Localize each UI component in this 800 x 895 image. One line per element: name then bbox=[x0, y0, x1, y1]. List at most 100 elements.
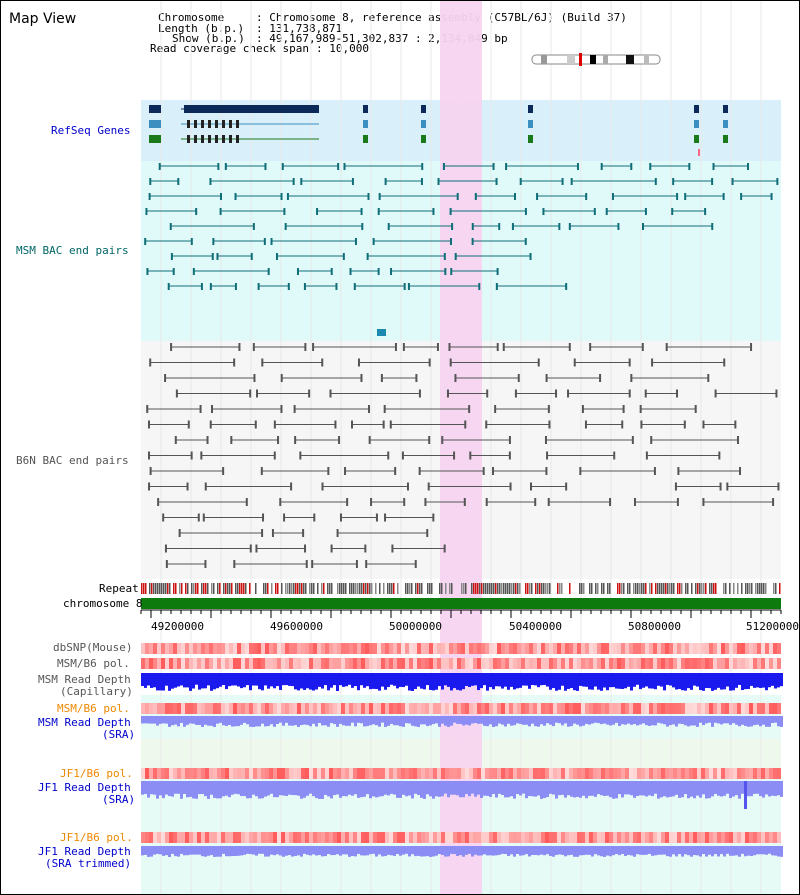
bac-end-mark bbox=[406, 482, 409, 491]
track-label-msm-b6-pol-1[interactable]: MSM/B6 pol. bbox=[57, 657, 130, 670]
pol-track-dbsnp bbox=[381, 643, 385, 654]
bac-end-mark bbox=[568, 223, 571, 230]
track-label-msm-b6-pol-2[interactable]: MSM/B6 pol. bbox=[57, 702, 130, 715]
repeat-mark bbox=[723, 583, 725, 594]
pol-track-msm-1 bbox=[381, 658, 385, 669]
track-label-b6n-bac[interactable]: B6N BAC end pairs bbox=[16, 454, 129, 467]
depth-bar-jf1-sra bbox=[609, 781, 612, 798]
track-label-dbsnp[interactable]: dbSNP(Mouse) bbox=[53, 641, 133, 654]
depth-bar-jf1-trimmed bbox=[516, 846, 519, 854]
highlight-region[interactable] bbox=[440, 1, 482, 894]
bac-end-mark bbox=[312, 343, 315, 351]
pol-track-jf1-1 bbox=[505, 768, 509, 779]
pol-track-msm-1 bbox=[629, 658, 633, 669]
depth-bar-msm-sra bbox=[267, 716, 270, 727]
pol-track-jf1-1 bbox=[517, 768, 521, 779]
depth-bar-jf1-trimmed bbox=[324, 846, 327, 857]
repeat-mark bbox=[481, 583, 483, 594]
repeat-mark bbox=[621, 583, 623, 594]
pol-track-msm-2 bbox=[217, 703, 221, 714]
bac-end-mark bbox=[492, 467, 495, 475]
bac-end-mark bbox=[508, 451, 511, 460]
repeat-mark bbox=[709, 583, 711, 594]
repeat-mark bbox=[285, 583, 287, 594]
bac-end-mark bbox=[177, 178, 180, 185]
depth-bar-jf1-sra bbox=[354, 781, 357, 795]
pol-track-msm-1 bbox=[513, 658, 517, 669]
depth-bar-msm-sra bbox=[246, 716, 249, 725]
depth-bar-msm-capillary bbox=[366, 673, 369, 687]
repeat-mark bbox=[681, 583, 683, 594]
pol-track-dbsnp bbox=[273, 643, 277, 654]
track-label-msm-read-depth-capillary[interactable]: MSM Read Depth bbox=[38, 673, 131, 686]
depth-bar-msm-capillary bbox=[198, 673, 201, 690]
repeat-mark bbox=[471, 583, 473, 594]
pol-track-msm-1 bbox=[329, 658, 333, 669]
depth-bar-msm-sra bbox=[432, 716, 435, 725]
pol-track-jf1-2 bbox=[757, 832, 761, 843]
depth-bar-jf1-sra bbox=[627, 781, 630, 795]
pol-track-msm-1 bbox=[649, 658, 653, 669]
pol-track-msm-2 bbox=[361, 703, 365, 714]
bac-end-mark bbox=[449, 358, 452, 367]
depth-bar-jf1-sra bbox=[729, 781, 732, 799]
repeat-mark bbox=[671, 583, 673, 594]
depth-bar-msm-sra bbox=[381, 716, 384, 723]
bac-end-mark bbox=[387, 223, 390, 230]
bac-end-mark bbox=[644, 208, 647, 215]
exon-mark bbox=[222, 120, 225, 128]
bac-end-mark bbox=[233, 358, 236, 367]
depth-bar-jf1-sra bbox=[192, 781, 195, 799]
pol-track-msm-2 bbox=[381, 703, 385, 714]
depth-bar-jf1-sra bbox=[258, 781, 261, 799]
bac-end-mark bbox=[641, 343, 644, 351]
pol-track-jf1-1 bbox=[689, 768, 693, 779]
depth-bar-msm-capillary bbox=[627, 673, 630, 687]
depth-bar-jf1-trimmed bbox=[774, 846, 777, 856]
pol-track-dbsnp bbox=[581, 643, 585, 654]
repeat-mark bbox=[429, 583, 431, 594]
depth-bar-msm-sra bbox=[186, 716, 189, 725]
pol-track-jf1-1 bbox=[233, 768, 237, 779]
track-label-jf1-read-depth-sra[interactable]: JF1 Read Depth bbox=[38, 781, 131, 794]
depth-bar-msm-sra bbox=[459, 716, 462, 724]
depth-bar-jf1-sra bbox=[543, 781, 546, 799]
depth-bar-jf1-trimmed bbox=[192, 846, 195, 855]
pol-track-msm-1 bbox=[361, 658, 365, 669]
track-label-jf1-b6-pol-1[interactable]: JF1/B6 pol. bbox=[60, 767, 133, 780]
track-label-msm-bac[interactable]: MSM BAC end pairs bbox=[16, 244, 129, 257]
bac-end-mark bbox=[511, 223, 514, 230]
depth-bar-msm-sra bbox=[261, 716, 264, 724]
track-label-repeat[interactable]: Repeat bbox=[99, 582, 139, 595]
pol-track-msm-1 bbox=[161, 658, 165, 669]
pol-track-msm-1 bbox=[717, 658, 721, 669]
depth-bar-jf1-sra bbox=[753, 781, 756, 794]
track-label-msm-read-depth-sra[interactable]: MSM Read Depth bbox=[38, 716, 131, 729]
bac-end-mark bbox=[157, 498, 160, 506]
pol-track-jf1-1 bbox=[441, 768, 445, 779]
depth-bar-msm-capillary bbox=[279, 673, 282, 690]
track-label-jf1-read-depth-trimmed[interactable]: JF1 Read Depth bbox=[38, 845, 131, 858]
bac-end-mark bbox=[174, 436, 177, 444]
depth-bar-jf1-sra bbox=[357, 781, 360, 798]
depth-bar-jf1-trimmed bbox=[459, 846, 462, 856]
depth-bar-msm-sra bbox=[729, 716, 732, 725]
depth-bar-jf1-sra bbox=[144, 781, 147, 794]
track-label-jf1-b6-pol-2[interactable]: JF1/B6 pol. bbox=[60, 831, 133, 844]
pol-track-jf1-2 bbox=[365, 832, 369, 843]
bac-end-mark bbox=[471, 238, 474, 245]
pol-track-jf1-2 bbox=[541, 832, 545, 843]
repeat-mark bbox=[657, 583, 659, 594]
pol-track-msm-1 bbox=[721, 658, 725, 669]
pol-track-msm-1 bbox=[357, 658, 361, 669]
pol-track-dbsnp bbox=[345, 643, 349, 654]
pol-track-msm-2 bbox=[233, 703, 237, 714]
pol-track-jf1-1 bbox=[589, 768, 593, 779]
axis-tick-label: 50400000 bbox=[509, 620, 562, 633]
pol-track-msm-1 bbox=[645, 658, 649, 669]
track-label-refseq[interactable]: RefSeq Genes bbox=[51, 124, 131, 137]
pol-track-msm-1 bbox=[485, 658, 489, 669]
depth-bar-msm-capillary bbox=[240, 673, 243, 689]
chromosome-ideogram[interactable] bbox=[531, 53, 663, 67]
